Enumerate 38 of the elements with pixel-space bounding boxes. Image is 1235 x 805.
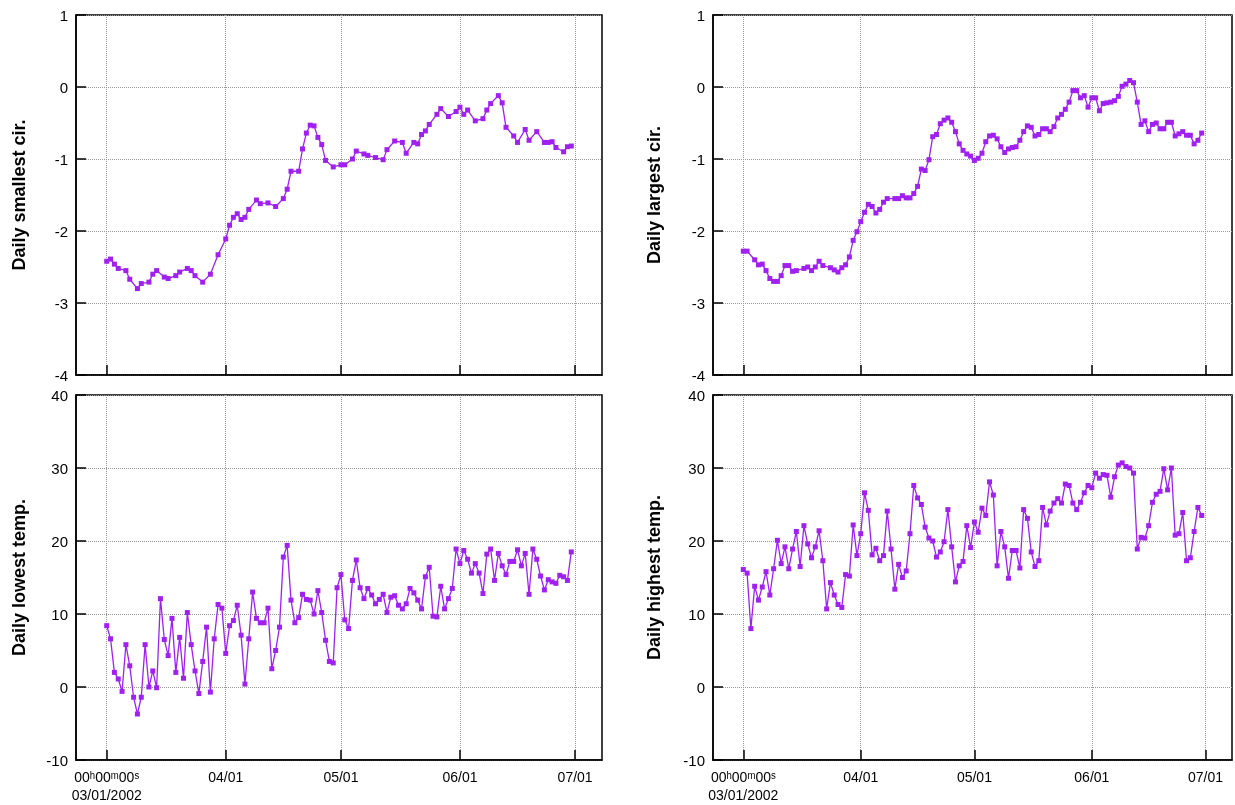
y-tick-label: 0 (696, 78, 705, 96)
y-tick-label: -4 (54, 366, 68, 384)
y-tick-label: 20 (51, 532, 68, 550)
y-tick-label: 40 (51, 386, 68, 404)
y-tick-label: -2 (54, 222, 68, 240)
y-tick-label: 10 (51, 605, 68, 623)
x-tick-label: 06/01 (442, 769, 478, 785)
x-tick-label: 04/01 (208, 769, 244, 785)
y-tick-label: -10 (46, 751, 68, 769)
y-tick-label: 30 (51, 459, 68, 477)
y-tick-label: -3 (691, 294, 705, 312)
x-tick-label: 07/01 (557, 769, 593, 785)
y-axis-title: Daily lowest temp. (9, 498, 29, 657)
y-tick-label: -2 (691, 222, 705, 240)
x-tick-label: 06/01 (1074, 769, 1110, 785)
x-tick-label: 00ʰ00ᵐ00ˢ 03/01/2002 (71, 769, 142, 803)
y-tick-label: 0 (696, 678, 705, 696)
y-axis-title: Daily largest cir. (644, 125, 664, 265)
y-tick-label: 30 (688, 459, 705, 477)
y-axis-title: Daily highest temp. (644, 494, 664, 661)
x-tick-label: 05/01 (323, 769, 359, 785)
y-axis-title: Daily smallest cir. (9, 119, 29, 271)
x-tick-label: 04/01 (843, 769, 879, 785)
y-tick-label: 40 (688, 386, 705, 404)
y-tick-label: 0 (59, 78, 68, 96)
y-tick-label: -1 (691, 150, 705, 168)
y-tick-label: -10 (683, 751, 705, 769)
x-tick-label: 00ʰ00ᵐ00ˢ 03/01/2002 (708, 769, 779, 803)
y-tick-label: 20 (688, 532, 705, 550)
y-tick-label: -1 (54, 150, 68, 168)
y-tick-label: -4 (691, 366, 705, 384)
y-tick-label: -3 (54, 294, 68, 312)
y-tick-label: 10 (688, 605, 705, 623)
y-tick-label: 0 (59, 678, 68, 696)
x-tick-label: 05/01 (956, 769, 993, 785)
x-tick-label: 07/01 (1187, 769, 1224, 785)
y-tick-label: 1 (696, 6, 705, 24)
y-tick-label: 1 (59, 6, 68, 24)
